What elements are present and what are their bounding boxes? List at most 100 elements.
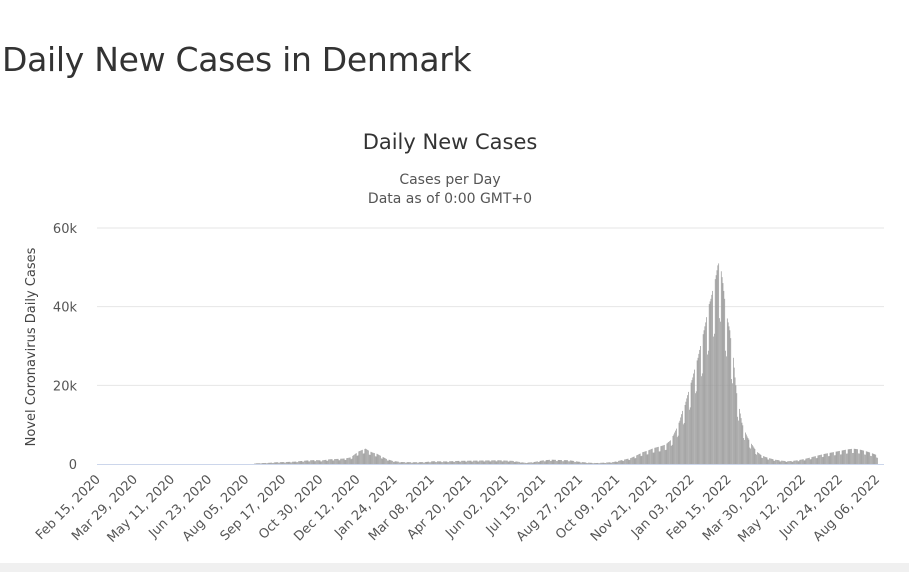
bar[interactable]	[598, 463, 600, 464]
bar[interactable]	[432, 461, 434, 464]
bar[interactable]	[462, 460, 463, 464]
bar[interactable]	[401, 462, 403, 464]
bar[interactable]	[866, 451, 868, 464]
bar[interactable]	[838, 451, 839, 464]
bar[interactable]	[641, 455, 643, 464]
bar[interactable]	[867, 451, 869, 464]
bar[interactable]	[701, 373, 703, 464]
bar[interactable]	[649, 449, 651, 464]
bar[interactable]	[267, 463, 268, 464]
bar[interactable]	[340, 458, 342, 464]
bar[interactable]	[398, 461, 399, 464]
bar[interactable]	[783, 460, 784, 464]
bar[interactable]	[331, 459, 333, 464]
bar[interactable]	[620, 460, 622, 464]
bar[interactable]	[584, 462, 586, 464]
bar[interactable]	[640, 456, 642, 464]
bar[interactable]	[350, 459, 352, 464]
bar[interactable]	[751, 445, 753, 464]
bar[interactable]	[330, 459, 332, 464]
bar[interactable]	[601, 462, 603, 464]
bar[interactable]	[726, 356, 727, 464]
bar[interactable]	[815, 458, 817, 464]
bar[interactable]	[289, 461, 291, 464]
bar[interactable]	[632, 457, 633, 464]
bar[interactable]	[288, 461, 290, 464]
bar[interactable]	[761, 457, 763, 464]
bar[interactable]	[638, 454, 639, 464]
bar[interactable]	[599, 463, 600, 464]
bar[interactable]	[414, 462, 416, 464]
bar[interactable]	[827, 456, 829, 464]
bar[interactable]	[801, 459, 802, 464]
bar[interactable]	[358, 451, 360, 464]
bar[interactable]	[648, 450, 650, 464]
bar[interactable]	[323, 460, 324, 464]
bar[interactable]	[436, 462, 437, 464]
bar[interactable]	[423, 462, 424, 464]
bar[interactable]	[721, 277, 723, 464]
bar[interactable]	[775, 459, 776, 464]
bar[interactable]	[364, 448, 366, 464]
bar[interactable]	[583, 462, 585, 464]
bar[interactable]	[552, 459, 554, 464]
bar[interactable]	[585, 462, 587, 464]
bar[interactable]	[521, 462, 523, 464]
bar[interactable]	[573, 460, 575, 464]
bar[interactable]	[455, 461, 456, 464]
bar[interactable]	[581, 462, 583, 464]
bar[interactable]	[519, 462, 521, 464]
bar[interactable]	[486, 460, 487, 464]
bar[interactable]	[662, 445, 663, 464]
bar[interactable]	[731, 379, 732, 464]
bar[interactable]	[844, 449, 846, 464]
bar[interactable]	[676, 428, 677, 464]
bar[interactable]	[314, 461, 316, 464]
bar[interactable]	[690, 382, 692, 464]
bar[interactable]	[530, 462, 531, 464]
bar[interactable]	[644, 451, 645, 464]
bar[interactable]	[740, 418, 742, 464]
bar[interactable]	[809, 459, 811, 464]
bar[interactable]	[851, 448, 852, 464]
bar[interactable]	[646, 454, 648, 464]
bar[interactable]	[604, 463, 606, 464]
bar[interactable]	[293, 461, 295, 464]
bar[interactable]	[697, 357, 699, 464]
bar[interactable]	[830, 452, 832, 464]
bar[interactable]	[400, 462, 402, 464]
bar[interactable]	[483, 461, 485, 464]
bar[interactable]	[603, 462, 605, 464]
bar[interactable]	[458, 460, 460, 464]
bar[interactable]	[465, 461, 467, 464]
bar[interactable]	[284, 462, 285, 464]
bar[interactable]	[322, 460, 323, 464]
bar[interactable]	[645, 451, 647, 464]
bar[interactable]	[468, 460, 469, 464]
bar[interactable]	[495, 461, 497, 464]
bar[interactable]	[482, 460, 484, 465]
bar[interactable]	[739, 413, 741, 464]
bar[interactable]	[342, 458, 344, 464]
bar[interactable]	[538, 461, 540, 464]
bar[interactable]	[498, 460, 499, 464]
bar[interactable]	[504, 460, 506, 464]
bar[interactable]	[411, 462, 412, 464]
bar[interactable]	[846, 453, 848, 464]
bar[interactable]	[282, 462, 284, 464]
bar[interactable]	[674, 432, 676, 464]
bar[interactable]	[688, 409, 690, 464]
bar[interactable]	[588, 462, 589, 464]
bar[interactable]	[638, 454, 640, 464]
bar[interactable]	[765, 457, 767, 464]
bar[interactable]	[635, 458, 637, 464]
bar[interactable]	[259, 463, 260, 464]
bar[interactable]	[422, 462, 424, 464]
bar[interactable]	[409, 462, 411, 464]
bar[interactable]	[798, 461, 800, 464]
bar[interactable]	[636, 455, 638, 464]
bar[interactable]	[315, 461, 317, 464]
bar[interactable]	[864, 454, 865, 464]
bar[interactable]	[387, 460, 389, 464]
bar[interactable]	[443, 461, 444, 464]
